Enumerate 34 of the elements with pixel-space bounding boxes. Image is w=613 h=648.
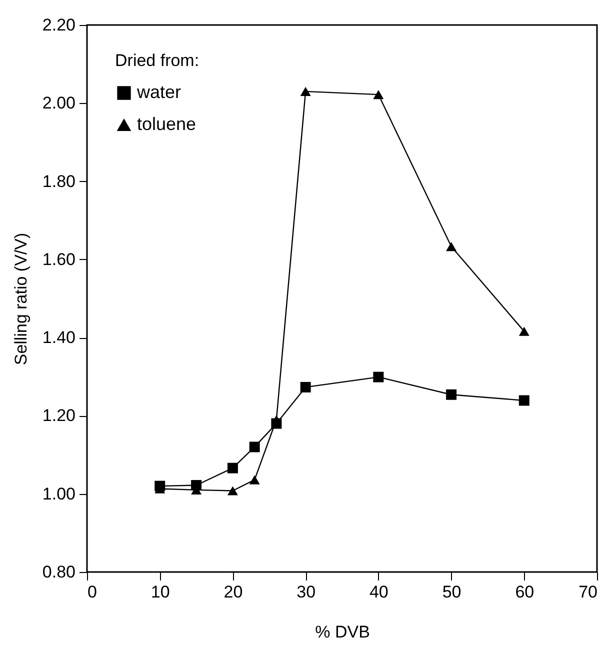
- x-tick-label: 10: [150, 582, 170, 602]
- legend-label: water: [136, 82, 182, 102]
- point: [271, 415, 282, 424]
- legend-title: Dried from:: [115, 51, 200, 70]
- y-tick-label: 1.00: [42, 484, 76, 504]
- y-axis-title: Selling ratio (V/V): [11, 232, 30, 366]
- y-tick-label: 1.80: [42, 172, 76, 191]
- y-tick-label: 1.40: [42, 328, 76, 348]
- y-tick-label: 2.20: [42, 16, 76, 34]
- x-tick-label: 0: [88, 582, 97, 602]
- point: [518, 326, 530, 336]
- y-tick-label: 2.00: [42, 94, 76, 113]
- point: [373, 372, 384, 382]
- point: [373, 90, 384, 100]
- point: [300, 382, 311, 392]
- y-tick-label: 1.20: [42, 406, 76, 426]
- point: [249, 442, 260, 452]
- point: [518, 395, 530, 406]
- legend-label: toluene: [137, 114, 196, 134]
- point: [227, 486, 238, 496]
- x-tick-label: 20: [224, 582, 243, 602]
- x-tick-label: 60: [515, 582, 534, 602]
- x-tick-label: 30: [296, 582, 316, 602]
- point: [446, 242, 457, 252]
- x-tick-label: 40: [369, 582, 388, 602]
- x-axis-title: % DVB: [315, 622, 370, 642]
- point: [227, 462, 238, 474]
- y-tick-label: 0.80: [42, 562, 76, 582]
- x-tick-label: 70: [578, 582, 598, 602]
- point: [249, 475, 260, 484]
- point: [300, 86, 311, 96]
- x-tick-label: 50: [442, 582, 462, 602]
- y-tick-label: 1.60: [42, 250, 76, 269]
- point: [446, 389, 457, 400]
